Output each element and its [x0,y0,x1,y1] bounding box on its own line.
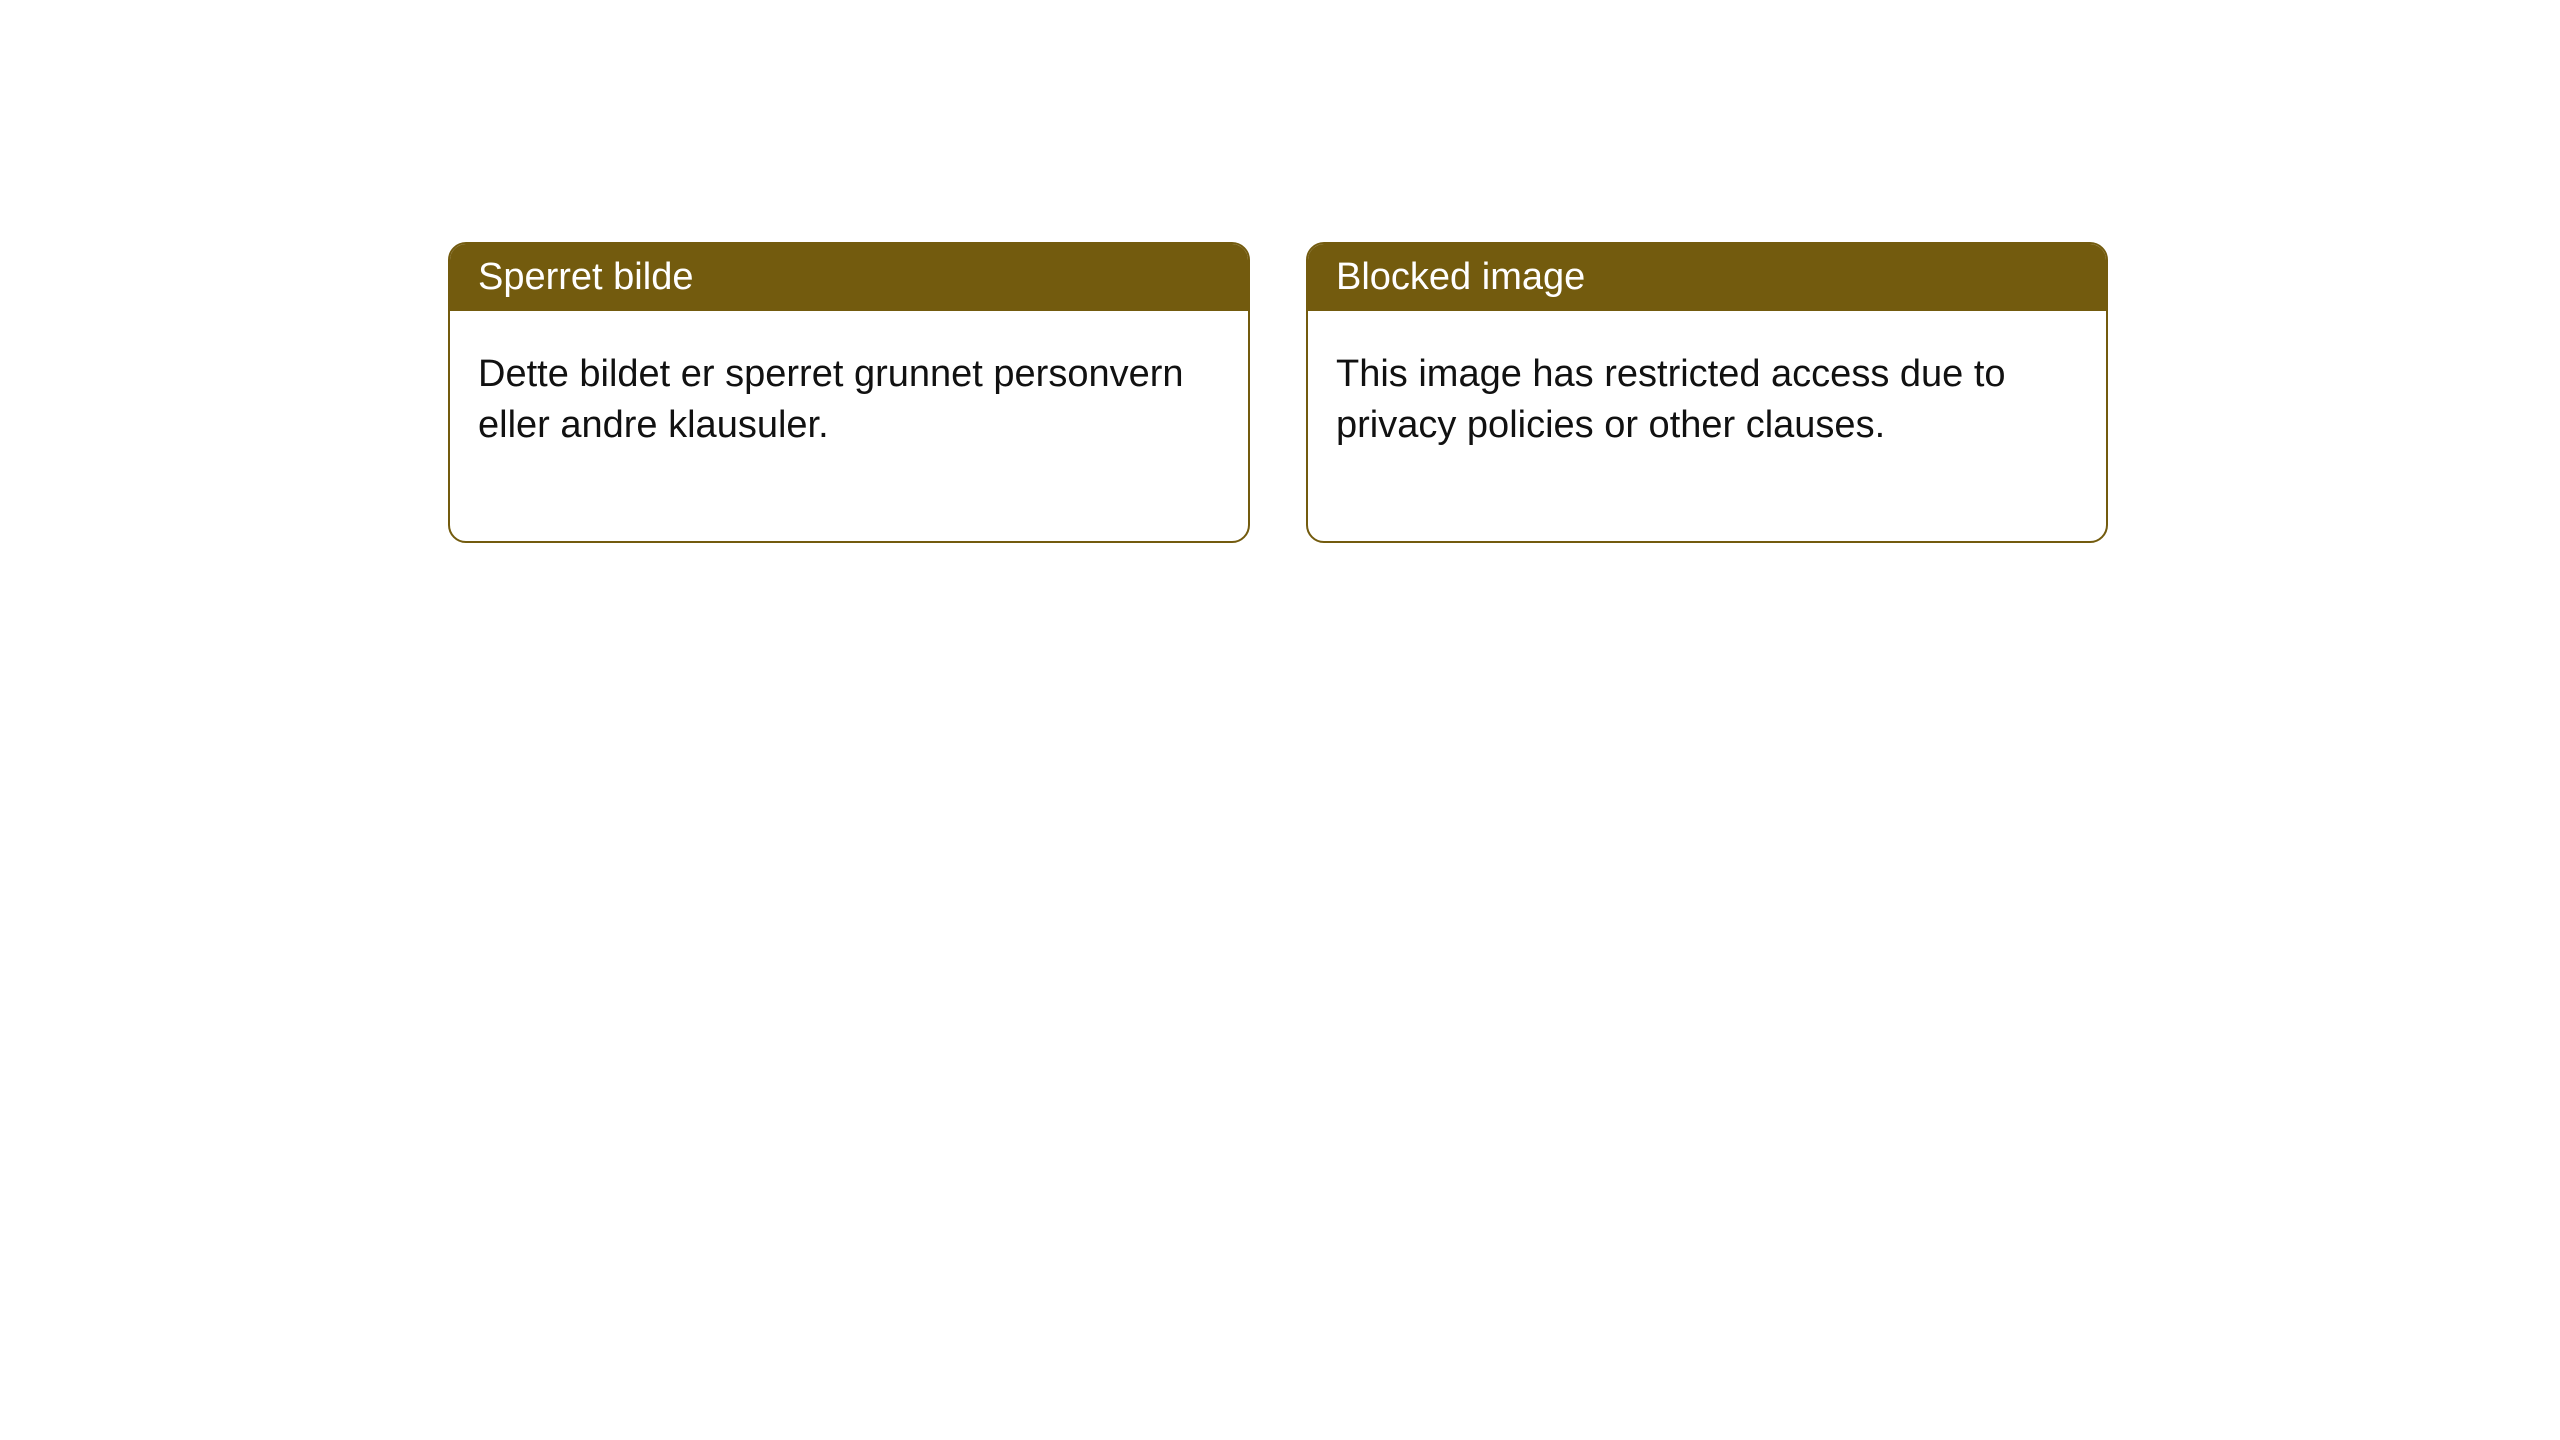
card-header: Sperret bilde [450,244,1248,311]
card-body: This image has restricted access due to … [1308,311,2106,541]
notice-container: Sperret bilde Dette bildet er sperret gr… [0,0,2560,543]
card-header: Blocked image [1308,244,2106,311]
blocked-image-card-english: Blocked image This image has restricted … [1306,242,2108,543]
card-title: Sperret bilde [478,256,693,298]
card-message: This image has restricted access due to … [1336,353,2006,446]
card-title: Blocked image [1336,256,1585,298]
card-message: Dette bildet er sperret grunnet personve… [478,353,1184,446]
blocked-image-card-norwegian: Sperret bilde Dette bildet er sperret gr… [448,242,1250,543]
card-body: Dette bildet er sperret grunnet personve… [450,311,1248,541]
